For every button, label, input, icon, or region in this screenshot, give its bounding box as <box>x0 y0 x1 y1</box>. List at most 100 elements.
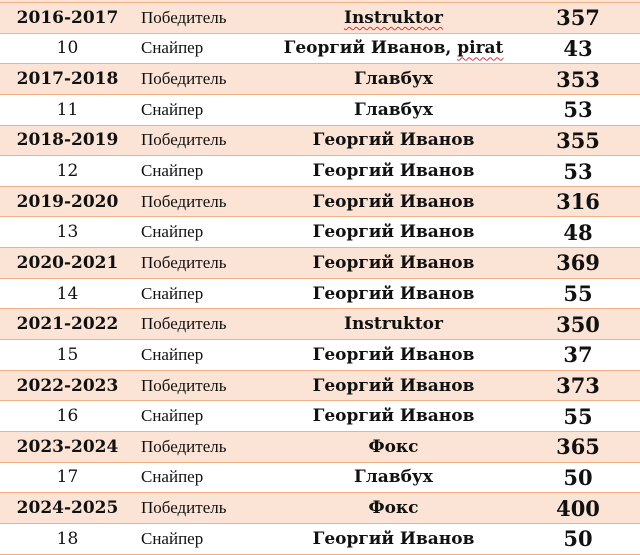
round-cell: 13 <box>0 216 135 249</box>
name-cell: Георгий Иванов, pirat <box>271 32 516 65</box>
type-cell: Победитель <box>135 2 271 34</box>
round-cell: 16 <box>0 400 135 432</box>
score-cell: 400 <box>516 492 640 524</box>
score-cell: 50 <box>516 522 640 555</box>
name-text: Георгий Иванов <box>312 283 475 304</box>
name-cell: Георгий Иванов <box>271 369 516 402</box>
type-cell: Снайпер <box>135 32 271 65</box>
score-cell: 50 <box>516 461 640 494</box>
name-cell: Георгий Иванов <box>271 277 516 310</box>
name-cell: Фокс <box>271 430 516 463</box>
round-cell: 14 <box>0 277 135 310</box>
winner-row: 2019-2020 Победитель Георгий Иванов 316 <box>0 185 640 218</box>
score-cell: 43 <box>516 32 640 65</box>
score-cell: 353 <box>516 63 640 95</box>
type-cell: Снайпер <box>135 93 271 126</box>
previous-row-edge <box>0 0 640 2</box>
season-cell: 2021-2022 <box>0 308 135 341</box>
type-cell: Победитель <box>135 124 271 157</box>
name-cell: Георгий Иванов <box>271 185 516 218</box>
season-cell: 2023-2024 <box>0 430 135 463</box>
type-cell: Снайпер <box>135 339 271 371</box>
name-text: Георгий Иванов <box>312 191 475 212</box>
winner-row: 2023-2024 Победитель Фокс 365 <box>0 430 640 463</box>
name-text: Георгий Иванов, <box>283 38 458 59</box>
sniper-row: 10 Снайпер Георгий Иванов, pirat 43 <box>0 32 640 65</box>
name-cell: Георгий Иванов <box>271 400 516 432</box>
name-cell: Георгий Иванов <box>271 155 516 187</box>
name-text-2: pirat <box>457 38 504 59</box>
name-text: Главбух <box>354 467 433 488</box>
winner-row: 2016-2017 Победитель Instruktor 357 <box>0 2 640 34</box>
type-cell: Победитель <box>135 430 271 463</box>
type-cell: Снайпер <box>135 522 271 555</box>
name-text: Георгий Иванов <box>312 222 475 243</box>
season-cell: 2017-2018 <box>0 63 135 95</box>
score-cell: 53 <box>516 93 640 126</box>
season-cell: 2022-2023 <box>0 369 135 402</box>
winner-row: 2021-2022 Победитель Instruktor 350 <box>0 308 640 341</box>
type-cell: Победитель <box>135 308 271 341</box>
name-cell: Георгий Иванов <box>271 522 516 555</box>
name-text: Георгий Иванов <box>312 344 475 365</box>
season-cell: 2019-2020 <box>0 185 135 218</box>
type-cell: Победитель <box>135 247 271 279</box>
type-cell: Победитель <box>135 63 271 95</box>
score-cell: 37 <box>516 339 640 371</box>
type-cell: Снайпер <box>135 461 271 494</box>
name-text: Фокс <box>368 498 419 519</box>
round-cell: 12 <box>0 155 135 187</box>
name-cell: Георгий Иванов <box>271 216 516 249</box>
name-cell: Главбух <box>271 93 516 126</box>
winner-row: 2024-2025 Победитель Фокс 400 <box>0 492 640 524</box>
round-cell: 10 <box>0 32 135 65</box>
score-cell: 369 <box>516 247 640 279</box>
name-text: Instruktor <box>344 7 443 28</box>
name-text: Георгий Иванов <box>312 406 475 427</box>
name-text: Георгий Иванов <box>312 161 475 182</box>
round-cell: 17 <box>0 461 135 494</box>
type-cell: Победитель <box>135 185 271 218</box>
name-cell: Фокс <box>271 492 516 524</box>
winner-row: 2022-2023 Победитель Георгий Иванов 373 <box>0 369 640 402</box>
season-cell: 2024-2025 <box>0 492 135 524</box>
name-text: Instruktor <box>344 314 443 335</box>
season-cell: 2018-2019 <box>0 124 135 157</box>
sniper-row: 14 Снайпер Георгий Иванов 55 <box>0 277 640 310</box>
season-cell: 2020-2021 <box>0 247 135 279</box>
winner-row: 2017-2018 Победитель Главбух 353 <box>0 63 640 95</box>
winner-row: 2020-2021 Победитель Георгий Иванов 369 <box>0 247 640 279</box>
type-cell: Снайпер <box>135 216 271 249</box>
score-cell: 357 <box>516 2 640 34</box>
name-text: Фокс <box>368 436 419 457</box>
name-cell: Георгий Иванов <box>271 124 516 157</box>
type-cell: Победитель <box>135 492 271 524</box>
name-text: Георгий Иванов <box>312 528 475 549</box>
name-cell: Главбух <box>271 461 516 494</box>
round-cell: 18 <box>0 522 135 555</box>
score-cell: 53 <box>516 155 640 187</box>
sniper-row: 15 Снайпер Георгий Иванов 37 <box>0 339 640 371</box>
name-cell: Instruktor <box>271 308 516 341</box>
sniper-row: 13 Снайпер Георгий Иванов 48 <box>0 216 640 249</box>
score-cell: 350 <box>516 308 640 341</box>
score-cell: 373 <box>516 369 640 402</box>
score-cell: 355 <box>516 124 640 157</box>
name-cell: Георгий Иванов <box>271 247 516 279</box>
type-cell: Снайпер <box>135 400 271 432</box>
sniper-row: 18 Снайпер Георгий Иванов 50 <box>0 522 640 555</box>
name-text: Георгий Иванов <box>312 252 475 273</box>
type-cell: Победитель <box>135 369 271 402</box>
winner-row: 2018-2019 Победитель Георгий Иванов 355 <box>0 124 640 157</box>
score-cell: 55 <box>516 400 640 432</box>
sniper-row: 17 Снайпер Главбух 50 <box>0 461 640 494</box>
name-cell: Георгий Иванов <box>271 339 516 371</box>
score-cell: 55 <box>516 277 640 310</box>
score-cell: 365 <box>516 430 640 463</box>
name-cell: Instruktor <box>271 2 516 34</box>
name-cell: Главбух <box>271 63 516 95</box>
name-text: Георгий Иванов <box>312 375 475 396</box>
round-cell: 15 <box>0 339 135 371</box>
score-cell: 316 <box>516 185 640 218</box>
